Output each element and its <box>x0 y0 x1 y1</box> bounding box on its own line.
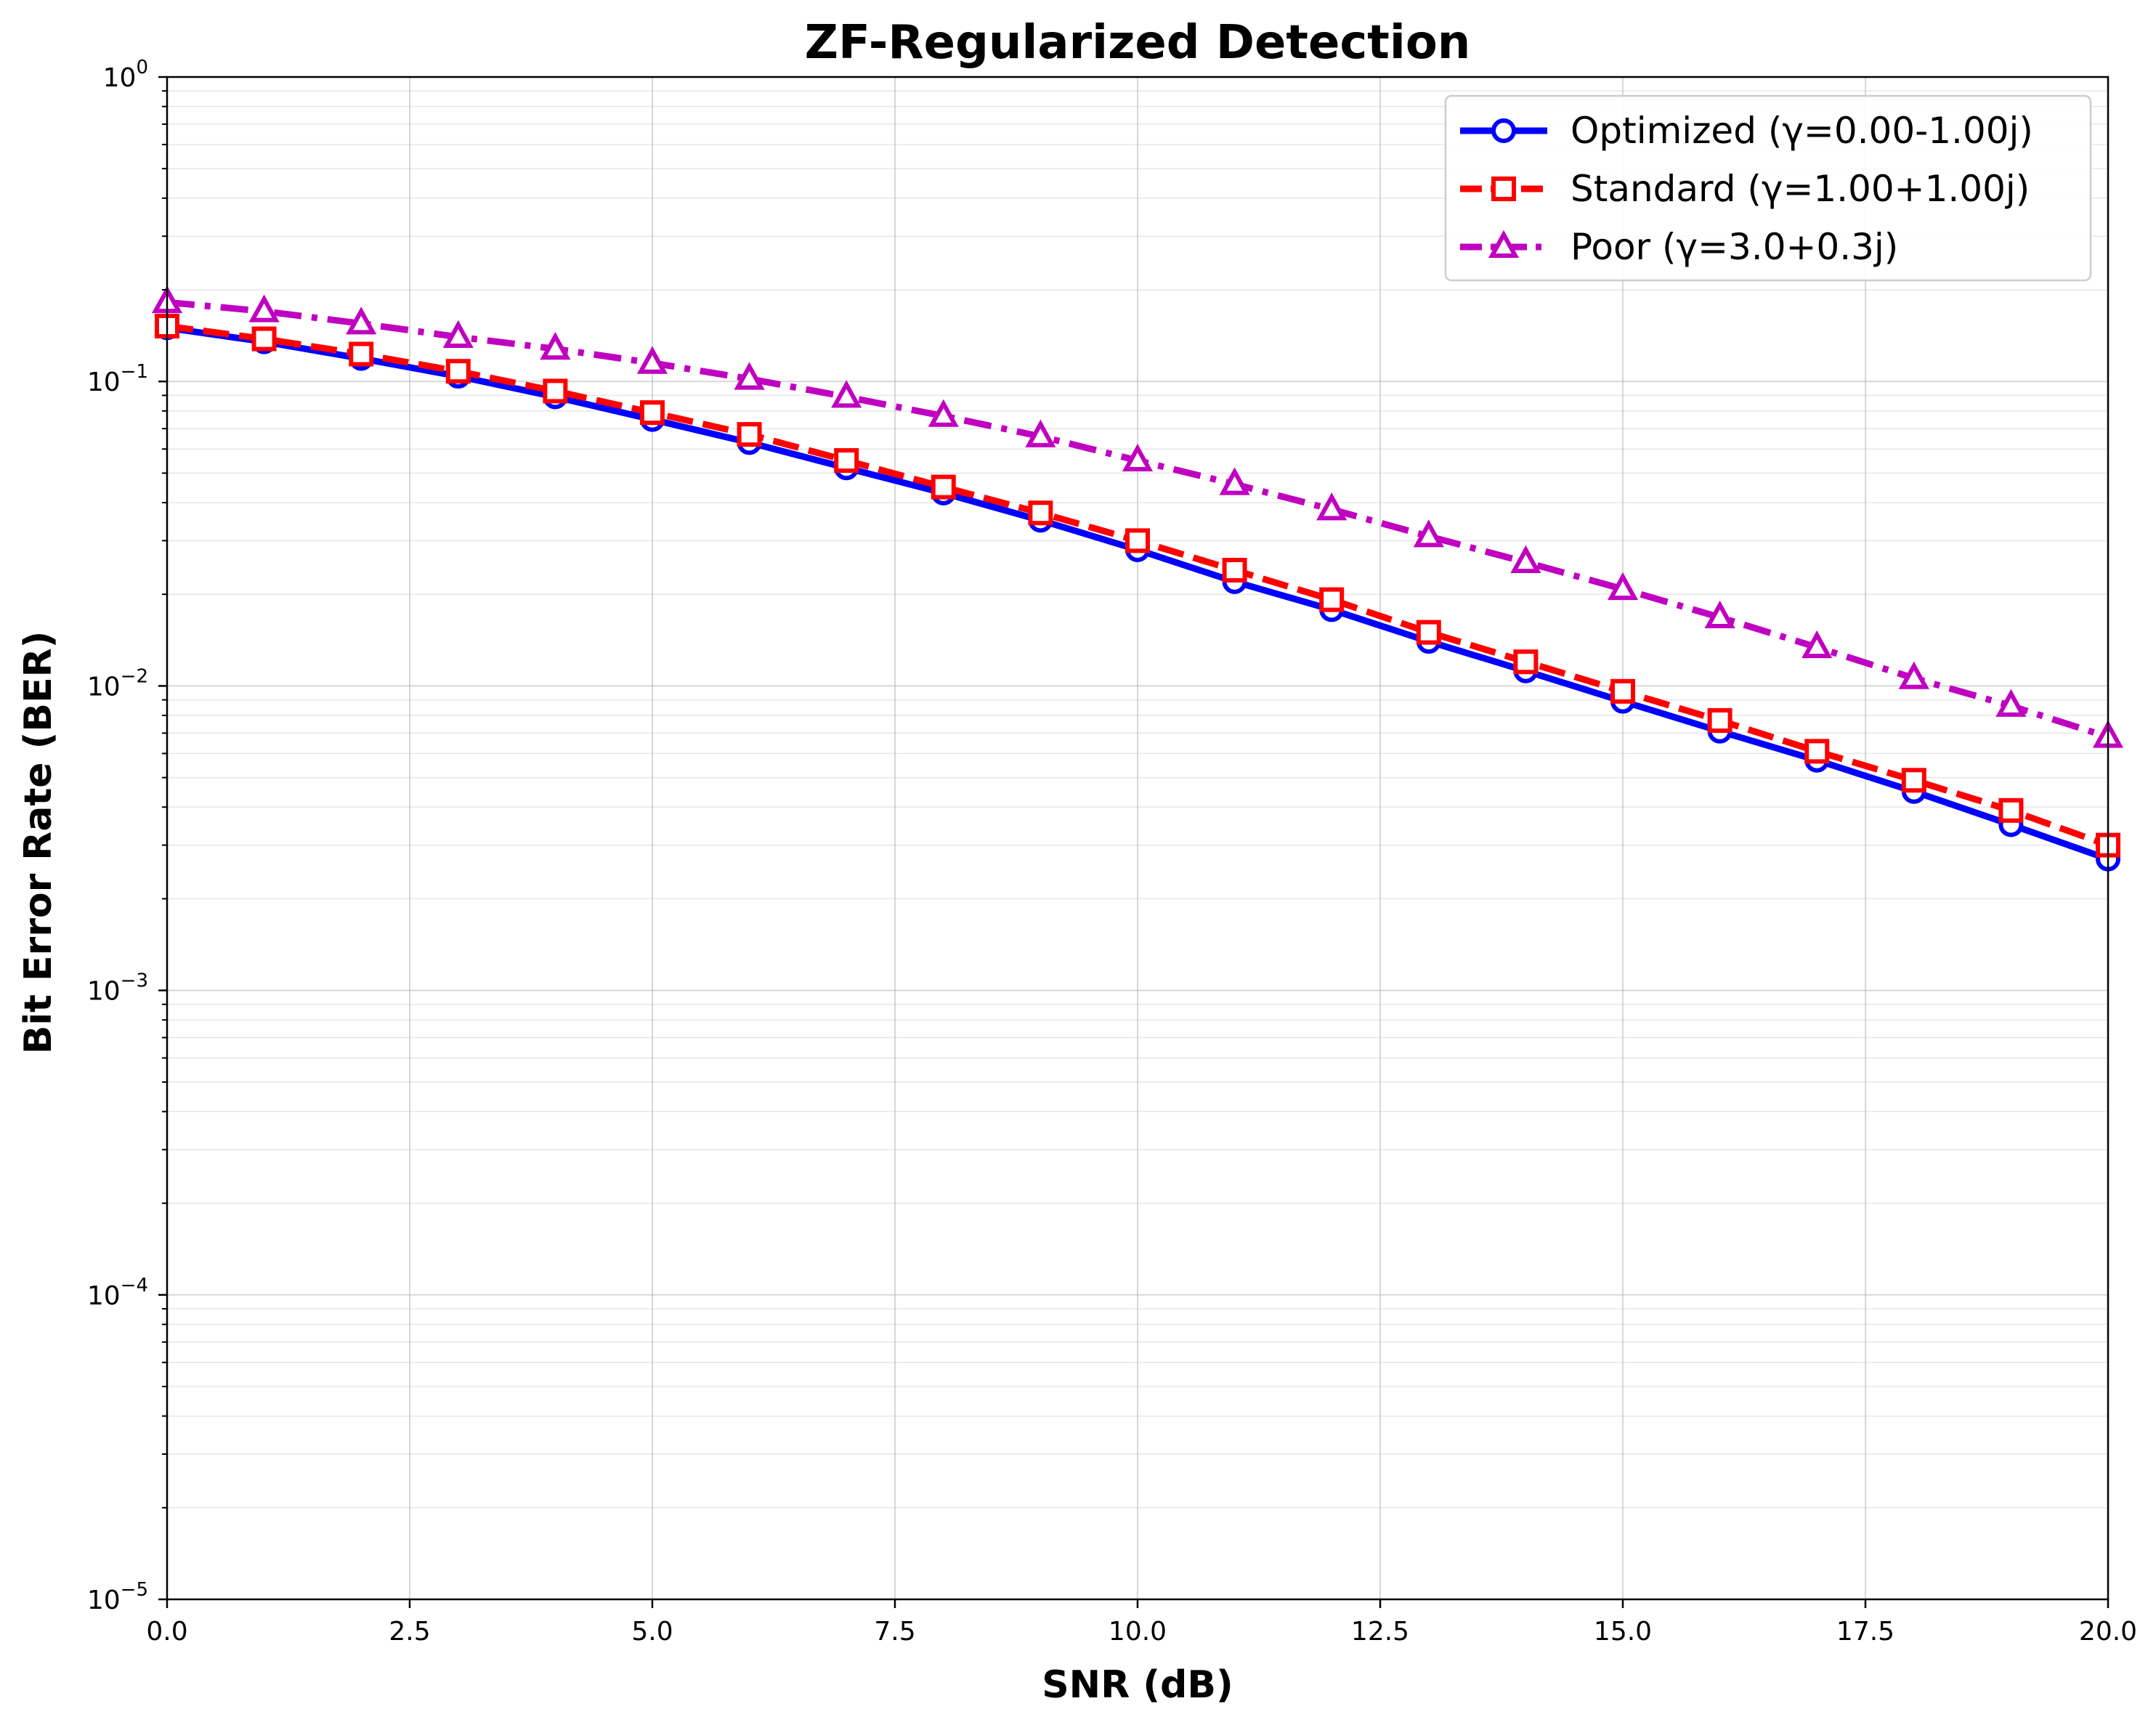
y-tick-label: 100 <box>103 57 148 93</box>
data-point-square <box>349 341 374 367</box>
data-point-triangle <box>1704 600 1735 628</box>
y-tick-label: 10−4 <box>87 1275 148 1311</box>
x-tick-label: 10.0 <box>1109 1617 1167 1647</box>
data-point-square <box>1513 649 1539 675</box>
data-point-triangle <box>540 332 571 360</box>
legend: Optimized (γ=0.00-1.00j) Standard (γ=1.00… <box>1444 94 2092 282</box>
data-point-triangle <box>1898 661 1929 689</box>
legend-label: Standard (γ=1.00+1.00j) <box>1571 168 2030 210</box>
data-point-square <box>543 378 568 404</box>
data-point-triangle <box>442 320 474 348</box>
data-point-square <box>640 400 665 426</box>
y-axis-label: Bit Error Rate (BER) <box>17 631 60 1055</box>
legend-marker-circle <box>1491 118 1516 143</box>
x-tick-label: 12.5 <box>1351 1617 1409 1647</box>
data-point-triangle <box>1802 630 1833 659</box>
data-point-triangle <box>1413 519 1444 548</box>
ticks: 0.0 2.5 5.0 7.5 10.0 12.5 15.0 17.5 20.0 100 10−1 1… <box>87 57 2137 1647</box>
data-point-square <box>1222 558 1247 583</box>
x-tick-label: 7.5 <box>874 1617 915 1647</box>
data-point-square <box>1610 678 1635 704</box>
data-point-square <box>251 326 277 352</box>
data-point-triangle <box>831 380 862 408</box>
data-point-square <box>1804 739 1830 764</box>
data-point-square <box>1028 500 1053 526</box>
data-point-square <box>931 474 956 500</box>
data-point-square <box>1901 768 1926 793</box>
y-tick-label: 10−3 <box>87 970 148 1007</box>
y-tick-label: 10−5 <box>87 1579 148 1615</box>
data-point-triangle <box>734 362 765 390</box>
data-point-square <box>737 422 762 447</box>
data-point-square <box>1319 587 1345 612</box>
data-point-square <box>1998 797 2024 823</box>
data-point-square <box>1416 620 1441 645</box>
data-point-triangle <box>1316 492 1348 521</box>
x-axis-label: SNR (dB) <box>1042 1663 1233 1707</box>
series-triangle-group <box>151 285 2124 748</box>
x-tick-label: 20.0 <box>2079 1617 2137 1647</box>
data-point-triangle <box>636 346 668 374</box>
data-point-square <box>445 359 471 384</box>
data-point-triangle <box>1607 572 1639 601</box>
legend-marker-square <box>1491 176 1516 201</box>
series-square-group <box>155 313 2120 858</box>
data-point-triangle <box>1025 419 1056 447</box>
data-point-triangle <box>346 307 377 335</box>
x-tick-label: 2.5 <box>389 1617 430 1647</box>
data-point-triangle <box>1219 467 1250 495</box>
data-point-triangle <box>248 294 280 322</box>
data-point-triangle <box>1122 443 1154 472</box>
legend-label: Optimized (γ=0.00-1.00j) <box>1571 110 2033 152</box>
data-point-square <box>1707 707 1732 733</box>
legend-box <box>1444 94 2092 282</box>
legend-marker-triangle <box>1488 230 1520 258</box>
data-point-triangle <box>1995 689 2027 717</box>
x-tick-label: 5.0 <box>631 1617 673 1647</box>
chart-title: ZF-Regularized Detection <box>805 16 1471 70</box>
legend-label: Poor (γ=3.0+0.3j) <box>1571 226 1898 268</box>
x-tick-label: 17.5 <box>1836 1617 1894 1647</box>
y-tick-label: 10−2 <box>87 665 148 702</box>
data-point-triangle <box>928 399 959 427</box>
data-point-triangle <box>1510 545 1541 573</box>
x-tick-label: 0.0 <box>146 1617 187 1647</box>
data-point-square <box>834 448 859 474</box>
x-tick-label: 15.0 <box>1594 1617 1652 1647</box>
data-point-square <box>1125 528 1150 553</box>
y-tick-label: 10−1 <box>87 361 148 397</box>
